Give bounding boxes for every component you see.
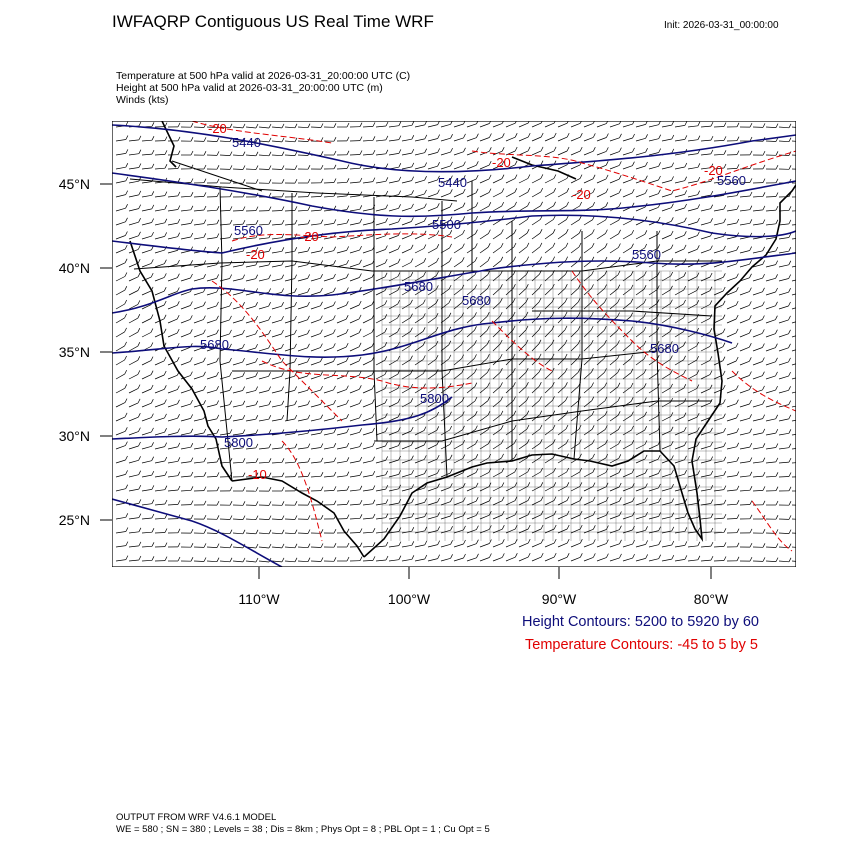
height-label: 5800 [420,391,449,406]
temperature-contour-legend: Temperature Contours: -45 to 5 by 5 [525,637,758,653]
height-label: 5560 [717,173,746,188]
map-panel: 5440 5440 5560 5500 5560 5560 5680 5680 … [112,121,796,567]
model-info: OUTPUT FROM WRF V4.6.1 MODEL [116,812,277,823]
temp-label: -10 [248,467,267,482]
height-label: 5680 [650,341,679,356]
temp-label: -20 [246,247,265,262]
height-contour-labels: 5440 5440 5560 5500 5560 5560 5680 5680 … [200,135,746,450]
coastline [129,121,796,558]
init-time: Init: 2026-03-31_00:00:00 [664,20,779,31]
temp-label: -20 [300,229,319,244]
height-contours [112,124,796,567]
height-label: 5440 [232,135,261,150]
wind-barbs [115,121,796,563]
temperature-field-desc: Temperature at 500 hPa valid at 2026-03-… [116,70,411,82]
height-label: 5800 [224,435,253,450]
map-title: IWFAQRP Contiguous US Real Time WRF [112,12,434,31]
lon-label-80w: 80°W [693,591,729,607]
weather-map: 5440 5440 5560 5500 5560 5560 5680 5680 … [112,121,796,567]
lat-label-35n: 35°N [58,344,90,360]
temp-label: -20 [572,187,591,202]
county-borders [381,270,722,541]
lat-label-45n: 45°N [58,176,90,192]
height-label: 5680 [404,279,433,294]
lon-label-90w: 90°W [541,591,577,607]
temperature-contours [191,121,796,552]
model-config: WE = 580 ; SN = 380 ; Levels = 38 ; Dis … [116,824,490,835]
height-label: 5560 [234,223,263,238]
lon-label-110w: 110°W [238,591,280,607]
height-label: 5440 [438,175,467,190]
height-label: 5560 [632,247,661,262]
temperature-contour-labels: -20 -20 -20 -20 -20 -20 -10 [208,121,723,482]
temp-label: -20 [704,163,723,178]
lat-label-25n: 25°N [58,512,90,528]
height-contour-legend: Height Contours: 5200 to 5920 by 60 [522,614,759,630]
height-label: 5680 [200,337,229,352]
lon-label-100w: 100°W [387,591,431,607]
temp-label: -20 [208,121,227,136]
winds-field-desc: Winds (kts) [116,94,169,106]
temp-label: -20 [492,155,511,170]
lat-label-40n: 40°N [58,260,90,276]
height-field-desc: Height at 500 hPa valid at 2026-03-31_20… [116,82,383,94]
height-label: 5680 [462,293,491,308]
lat-label-30n: 30°N [58,428,90,444]
height-label: 5500 [432,217,461,232]
